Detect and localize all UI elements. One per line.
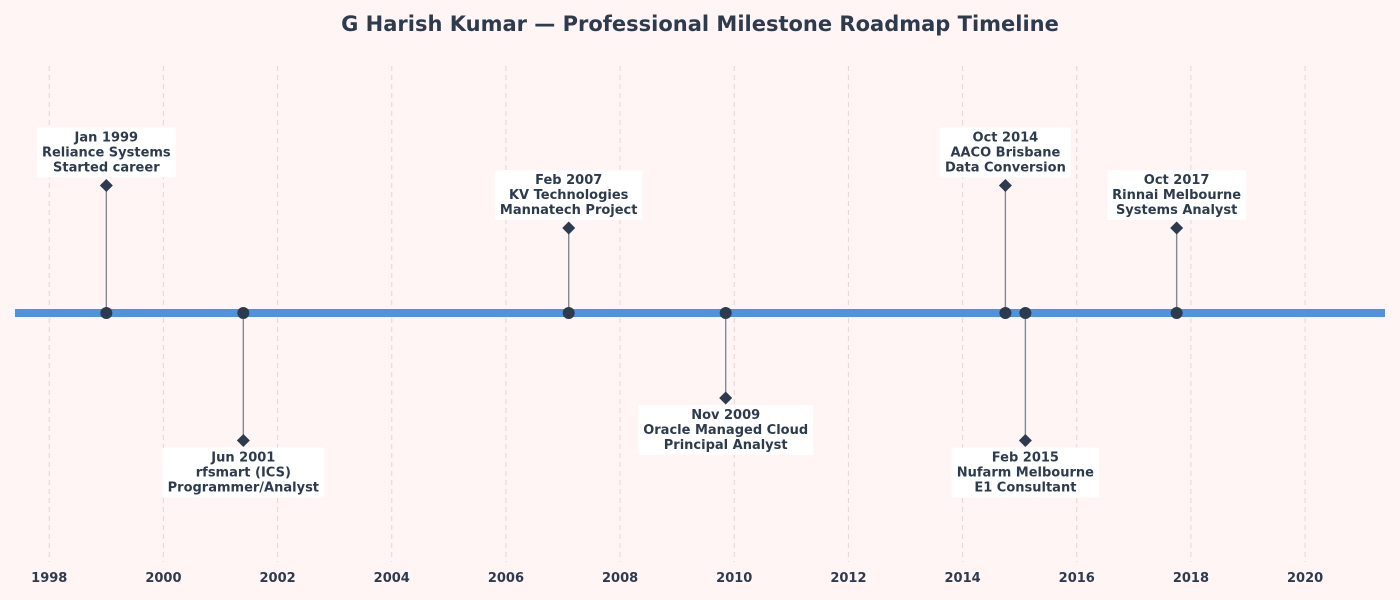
x-tick-label: 2010 bbox=[716, 571, 752, 586]
event-role-label: Programmer/Analyst bbox=[168, 481, 319, 496]
event-role-label: Systems Analyst bbox=[1116, 203, 1237, 218]
event-label-box bbox=[162, 447, 325, 498]
x-tick-label: 2002 bbox=[259, 571, 295, 586]
event-diamond-marker bbox=[719, 391, 733, 405]
event-label-box bbox=[494, 170, 643, 220]
event-company-label: AACO Brisbane bbox=[950, 146, 1060, 161]
chart-title: G Harish Kumar — Professional Milestone … bbox=[341, 12, 1059, 36]
event-diamond-marker bbox=[1170, 221, 1184, 235]
event-diamond-marker bbox=[1018, 434, 1032, 447]
event-company-label: Reliance Systems bbox=[42, 146, 171, 161]
x-tick-label: 2000 bbox=[145, 571, 181, 586]
event-role-label: Data Conversion bbox=[945, 161, 1066, 176]
x-tick-label: 2018 bbox=[1173, 571, 1209, 586]
x-tick-label: 2016 bbox=[1059, 571, 1095, 586]
x-tick-label: 1998 bbox=[31, 571, 67, 586]
event-date-label: Oct 2017 bbox=[1144, 173, 1210, 188]
stem-layer bbox=[105, 185, 1178, 441]
event-axis-marker bbox=[1170, 307, 1183, 319]
event-date-label: Jan 1999 bbox=[74, 131, 139, 146]
event-label-box bbox=[1107, 170, 1247, 220]
event-date-label: Feb 2015 bbox=[992, 451, 1059, 466]
event-axis-marker bbox=[562, 307, 575, 319]
event-label-box bbox=[939, 127, 1071, 178]
x-tick-label: 2008 bbox=[602, 571, 638, 586]
event-company-label: Oracle Managed Cloud bbox=[643, 423, 808, 438]
marker-layer bbox=[99, 179, 1184, 447]
x-tick-label: 2020 bbox=[1287, 571, 1323, 586]
event-axis-marker bbox=[100, 307, 113, 319]
event-label-box bbox=[36, 127, 176, 178]
event-company-label: KV Technologies bbox=[509, 188, 629, 203]
event-company-label: rfsmart (ICS) bbox=[196, 466, 291, 481]
event-role-label: Principal Analyst bbox=[664, 438, 788, 453]
event-role-label: E1 Consultant bbox=[974, 481, 1076, 496]
event-diamond-marker bbox=[99, 179, 113, 192]
event-axis-marker bbox=[719, 307, 732, 319]
event-role-label: Mannatech Project bbox=[500, 203, 638, 218]
event-diamond-marker bbox=[998, 179, 1012, 192]
event-axis-marker bbox=[1019, 307, 1032, 319]
event-diamond-marker bbox=[236, 434, 250, 447]
event-label-box bbox=[638, 405, 814, 455]
event-date-label: Feb 2007 bbox=[535, 173, 602, 188]
x-tick-label: 2004 bbox=[374, 571, 410, 586]
x-tick-label: 2012 bbox=[830, 571, 866, 586]
event-diamond-marker bbox=[562, 221, 576, 235]
tick-label-layer: 1998 2000 2002 2004 2006 2008 2010 2012 2014 2016… bbox=[31, 571, 1323, 586]
event-date-label: Oct 2014 bbox=[973, 131, 1039, 146]
event-company-label: Nufarm Melbourne bbox=[957, 466, 1094, 481]
event-axis-marker bbox=[237, 307, 250, 319]
x-tick-label: 2006 bbox=[488, 571, 524, 586]
event-role-label: Started career bbox=[53, 161, 160, 176]
event-date-label: Nov 2009 bbox=[691, 408, 760, 423]
event-company-label: Rinnai Melbourne bbox=[1112, 188, 1241, 203]
event-label-box bbox=[951, 447, 1099, 498]
x-tick-label: 2014 bbox=[944, 571, 980, 586]
event-axis-marker bbox=[999, 307, 1012, 319]
event-date-label: Jun 2001 bbox=[210, 451, 275, 466]
